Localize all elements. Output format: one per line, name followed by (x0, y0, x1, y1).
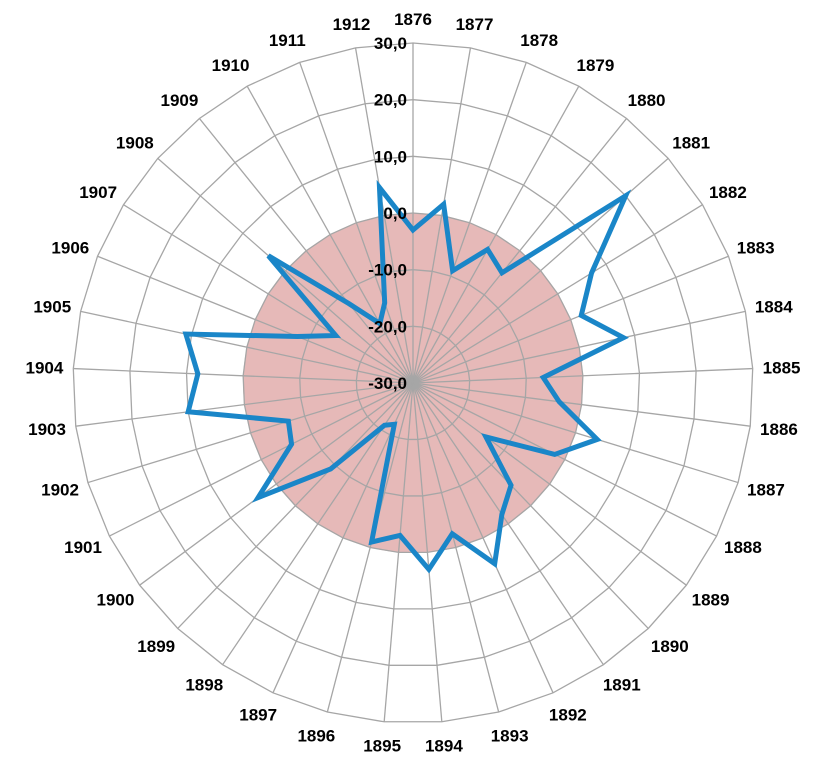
grid-spoke (412, 255, 729, 384)
category-label: 1903 (28, 420, 66, 439)
grid-spoke (109, 382, 414, 537)
grid-spoke (412, 382, 443, 722)
grid-spoke (198, 118, 414, 384)
category-label: 1896 (297, 726, 335, 745)
grid-spoke (412, 382, 649, 629)
grid-ring (129, 99, 697, 666)
grid-spoke (412, 382, 751, 427)
grid-spoke (412, 367, 753, 384)
grid-spoke (326, 382, 414, 713)
category-label: 1882 (709, 183, 747, 202)
category-label: 1909 (161, 91, 199, 110)
grid-spoke (412, 382, 500, 713)
category-label: 1885 (763, 359, 801, 378)
grid-spoke (412, 310, 746, 384)
category-label: 1881 (672, 134, 710, 153)
category-label: 1884 (755, 297, 793, 316)
category-label: 1887 (747, 481, 785, 500)
grid-spoke (87, 382, 414, 484)
grid-spoke (412, 382, 604, 666)
category-label: 1912 (333, 15, 371, 34)
category-label: 1879 (577, 56, 615, 75)
category-label: 1891 (603, 676, 641, 695)
grid-ring (72, 42, 754, 723)
category-label: 1902 (41, 481, 79, 500)
category-label: 1907 (79, 183, 117, 202)
grid-spoke (412, 85, 580, 384)
axis-tick-label: 10,0 (374, 147, 407, 166)
grid-spoke (383, 382, 414, 722)
axis-tick-label: -20,0 (368, 317, 407, 336)
grid-spoke (412, 382, 554, 694)
category-label: 1898 (185, 676, 223, 695)
category-label: 1899 (137, 637, 175, 656)
category-label: 1911 (269, 31, 306, 50)
category-label: 1889 (692, 590, 730, 609)
grid-spoke (412, 204, 703, 384)
grid-spoke (354, 47, 414, 384)
grid-ring (185, 155, 641, 610)
grid-spoke (412, 62, 527, 384)
category-label-layer: 1876 1877 1878 1879 1880 1881 1882 1883 1884 1885… (26, 10, 801, 756)
grid-spoke (177, 382, 414, 629)
grid-ring (299, 269, 527, 497)
category-label: 1906 (51, 238, 89, 257)
grid-spoke (80, 310, 414, 384)
axis-tick-label: 20,0 (374, 91, 407, 110)
category-label: 1905 (33, 297, 71, 316)
grid-spoke (246, 85, 414, 384)
tick-label-layer: -30,0 -20,0 -10,0 0,0 10,0 20,0 30,0 (368, 34, 407, 393)
category-label: 1890 (651, 637, 689, 656)
category-label: 1883 (737, 238, 775, 257)
grid-spoke (299, 62, 414, 384)
category-label: 1876 (394, 10, 432, 29)
series-layer (182, 179, 632, 574)
grid-ring (355, 325, 471, 441)
category-label: 1908 (116, 134, 154, 153)
grid-spoke (412, 118, 628, 384)
category-label: 1886 (760, 420, 798, 439)
axis-tick-label: 30,0 (374, 34, 407, 53)
category-label: 1888 (724, 538, 762, 557)
grid-spoke (139, 382, 414, 586)
axis-tick-label: -30,0 (368, 374, 407, 393)
axis-tick-label: -10,0 (368, 261, 407, 280)
axis-tick-label: 0,0 (383, 204, 407, 223)
grid-spoke (412, 382, 687, 586)
category-label: 1901 (64, 538, 102, 557)
category-label: 1877 (456, 15, 494, 34)
category-label: 1893 (491, 726, 529, 745)
category-label: 1897 (239, 706, 277, 725)
grid-spoke (272, 382, 414, 694)
category-label: 1904 (26, 359, 64, 378)
grid-spoke (157, 157, 414, 384)
category-label: 1892 (549, 706, 587, 725)
series-line (182, 179, 632, 574)
category-label: 1910 (212, 56, 250, 75)
grid-spoke (412, 382, 739, 484)
grid-spoke (412, 382, 717, 537)
grid-spoke (97, 255, 414, 384)
grid-spoke (123, 204, 414, 384)
category-label: 1880 (628, 91, 666, 110)
grid-spoke (412, 47, 472, 384)
grid-layer (72, 42, 754, 723)
category-label: 1894 (425, 737, 463, 756)
grid-spoke (73, 367, 414, 384)
grid-spoke (75, 382, 414, 427)
category-label: 1878 (520, 31, 558, 50)
category-label: 1900 (97, 590, 135, 609)
category-label: 1895 (363, 737, 401, 756)
